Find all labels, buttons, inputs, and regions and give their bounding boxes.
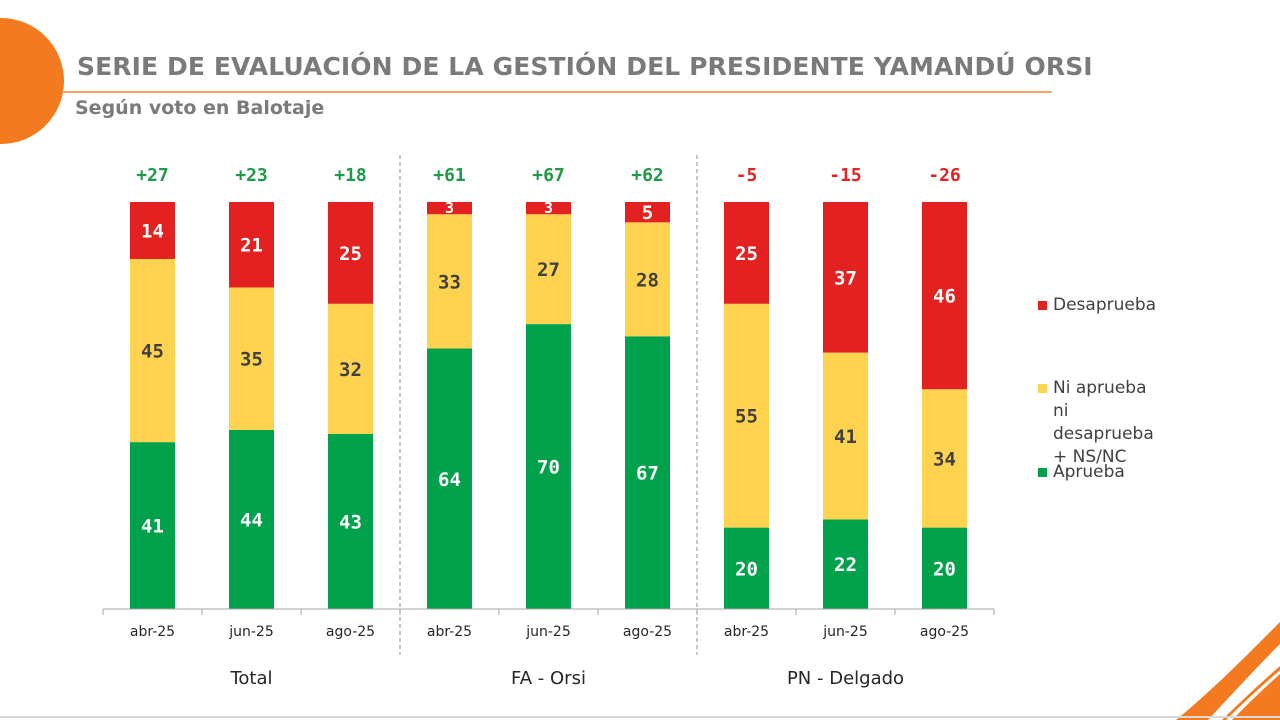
data-label-neutral: 41: [834, 426, 857, 448]
bar-desaprueba: [130, 202, 175, 259]
x-tick-label: abr-25: [724, 624, 769, 640]
group-label: FA - Orsi: [511, 668, 586, 689]
net-score-label: -26: [928, 165, 961, 186]
legend-label-neutral: Ni aprueba ni desaprueba + NS/NC: [1053, 378, 1154, 467]
data-label-aprueba: 44: [240, 509, 263, 531]
group-label: PN - Delgado: [787, 668, 904, 689]
data-label-desaprueba: 3: [544, 199, 553, 217]
x-tick-label: abr-25: [427, 624, 472, 640]
legend-item-desaprueba: Desaprueba: [1038, 294, 1156, 317]
bar-aprueba: [229, 429, 274, 609]
legend-swatch-neutral: [1038, 384, 1047, 393]
page-subtitle: Según voto en Balotaje: [75, 97, 325, 119]
data-label-neutral: 35: [240, 349, 263, 371]
data-label-aprueba: 41: [141, 516, 164, 538]
data-label-neutral: 34: [933, 448, 956, 470]
x-tick-label: ago-25: [920, 624, 969, 640]
footer-rule: [0, 716, 1280, 718]
data-label-neutral: 28: [636, 269, 659, 291]
bar-desaprueba: [922, 202, 967, 390]
data-label-aprueba: 64: [438, 469, 461, 491]
data-label-desaprueba: 21: [240, 235, 263, 257]
x-tick-label: ago-25: [326, 624, 375, 640]
data-label-aprueba: 70: [537, 457, 560, 479]
data-label-aprueba: 20: [933, 558, 956, 580]
bar-desaprueba: [823, 202, 868, 353]
data-label-desaprueba: 3: [445, 199, 454, 217]
bar-aprueba: [526, 324, 571, 609]
legend-swatch-desaprueba: [1038, 301, 1047, 310]
page-title: SERIE DE EVALUACIÓN DE LA GESTIÓN DEL PR…: [77, 52, 1093, 81]
bar-aprueba: [427, 348, 472, 609]
legend-label-aprueba: Aprueba: [1053, 462, 1125, 482]
x-tick-label: jun-25: [822, 624, 868, 640]
data-label-aprueba: 20: [735, 558, 758, 580]
bar-neutral: [328, 303, 373, 434]
data-label-desaprueba: 37: [834, 267, 857, 289]
bar-aprueba: [130, 442, 175, 609]
x-tick-label: jun-25: [525, 624, 571, 640]
bar-aprueba: [922, 527, 967, 609]
bar-desaprueba: [328, 202, 373, 304]
net-score-label: +61: [433, 165, 466, 186]
group-label: Total: [229, 668, 272, 689]
legend-item-neutral: Ni aprueba ni desaprueba + NS/NC: [1038, 377, 1154, 469]
bar-desaprueba: [724, 202, 769, 304]
x-tick-label: ago-25: [623, 624, 672, 640]
bar-desaprueba: [526, 202, 571, 215]
legend-swatch-aprueba: [1038, 468, 1047, 477]
bar-neutral: [526, 214, 571, 325]
net-score-label: +67: [532, 165, 565, 186]
bar-neutral: [625, 222, 670, 337]
bar-aprueba: [328, 433, 373, 609]
bar-neutral: [427, 214, 472, 349]
bar-aprueba: [625, 336, 670, 609]
bar-neutral: [724, 303, 769, 528]
net-score-label: +27: [136, 165, 169, 186]
bar-aprueba: [823, 519, 868, 609]
bar-desaprueba: [625, 202, 670, 223]
bar-neutral: [229, 287, 274, 430]
data-label-aprueba: 22: [834, 554, 857, 576]
x-tick-label: jun-25: [228, 624, 274, 640]
title-underline: [62, 91, 1052, 93]
data-label-neutral: 45: [141, 341, 164, 363]
data-label-desaprueba: 46: [933, 286, 956, 308]
data-label-desaprueba: 25: [735, 243, 758, 265]
net-score-label: +23: [235, 165, 268, 186]
data-label-neutral: 33: [438, 271, 461, 293]
x-tick-label: abr-25: [130, 624, 175, 640]
bar-neutral: [922, 389, 967, 528]
data-label-desaprueba: 5: [642, 202, 653, 224]
bar-desaprueba: [427, 202, 472, 215]
data-label-aprueba: 43: [339, 511, 362, 533]
data-label-aprueba: 67: [636, 463, 659, 485]
bar-desaprueba: [229, 202, 274, 288]
bar-neutral: [823, 352, 868, 520]
data-label-desaprueba: 25: [339, 243, 362, 265]
legend-item-aprueba: Aprueba: [1038, 461, 1125, 484]
net-score-label: +18: [334, 165, 367, 186]
net-score-label: +62: [631, 165, 664, 186]
data-label-desaprueba: 14: [141, 220, 164, 242]
bar-neutral: [130, 258, 175, 443]
data-label-neutral: 32: [339, 359, 362, 381]
data-label-neutral: 55: [735, 406, 758, 428]
net-score-label: -5: [736, 165, 758, 186]
legend-label-desaprueba: Desaprueba: [1053, 295, 1157, 315]
data-label-neutral: 27: [537, 259, 560, 281]
bar-aprueba: [724, 527, 769, 609]
net-score-label: -15: [829, 165, 862, 186]
